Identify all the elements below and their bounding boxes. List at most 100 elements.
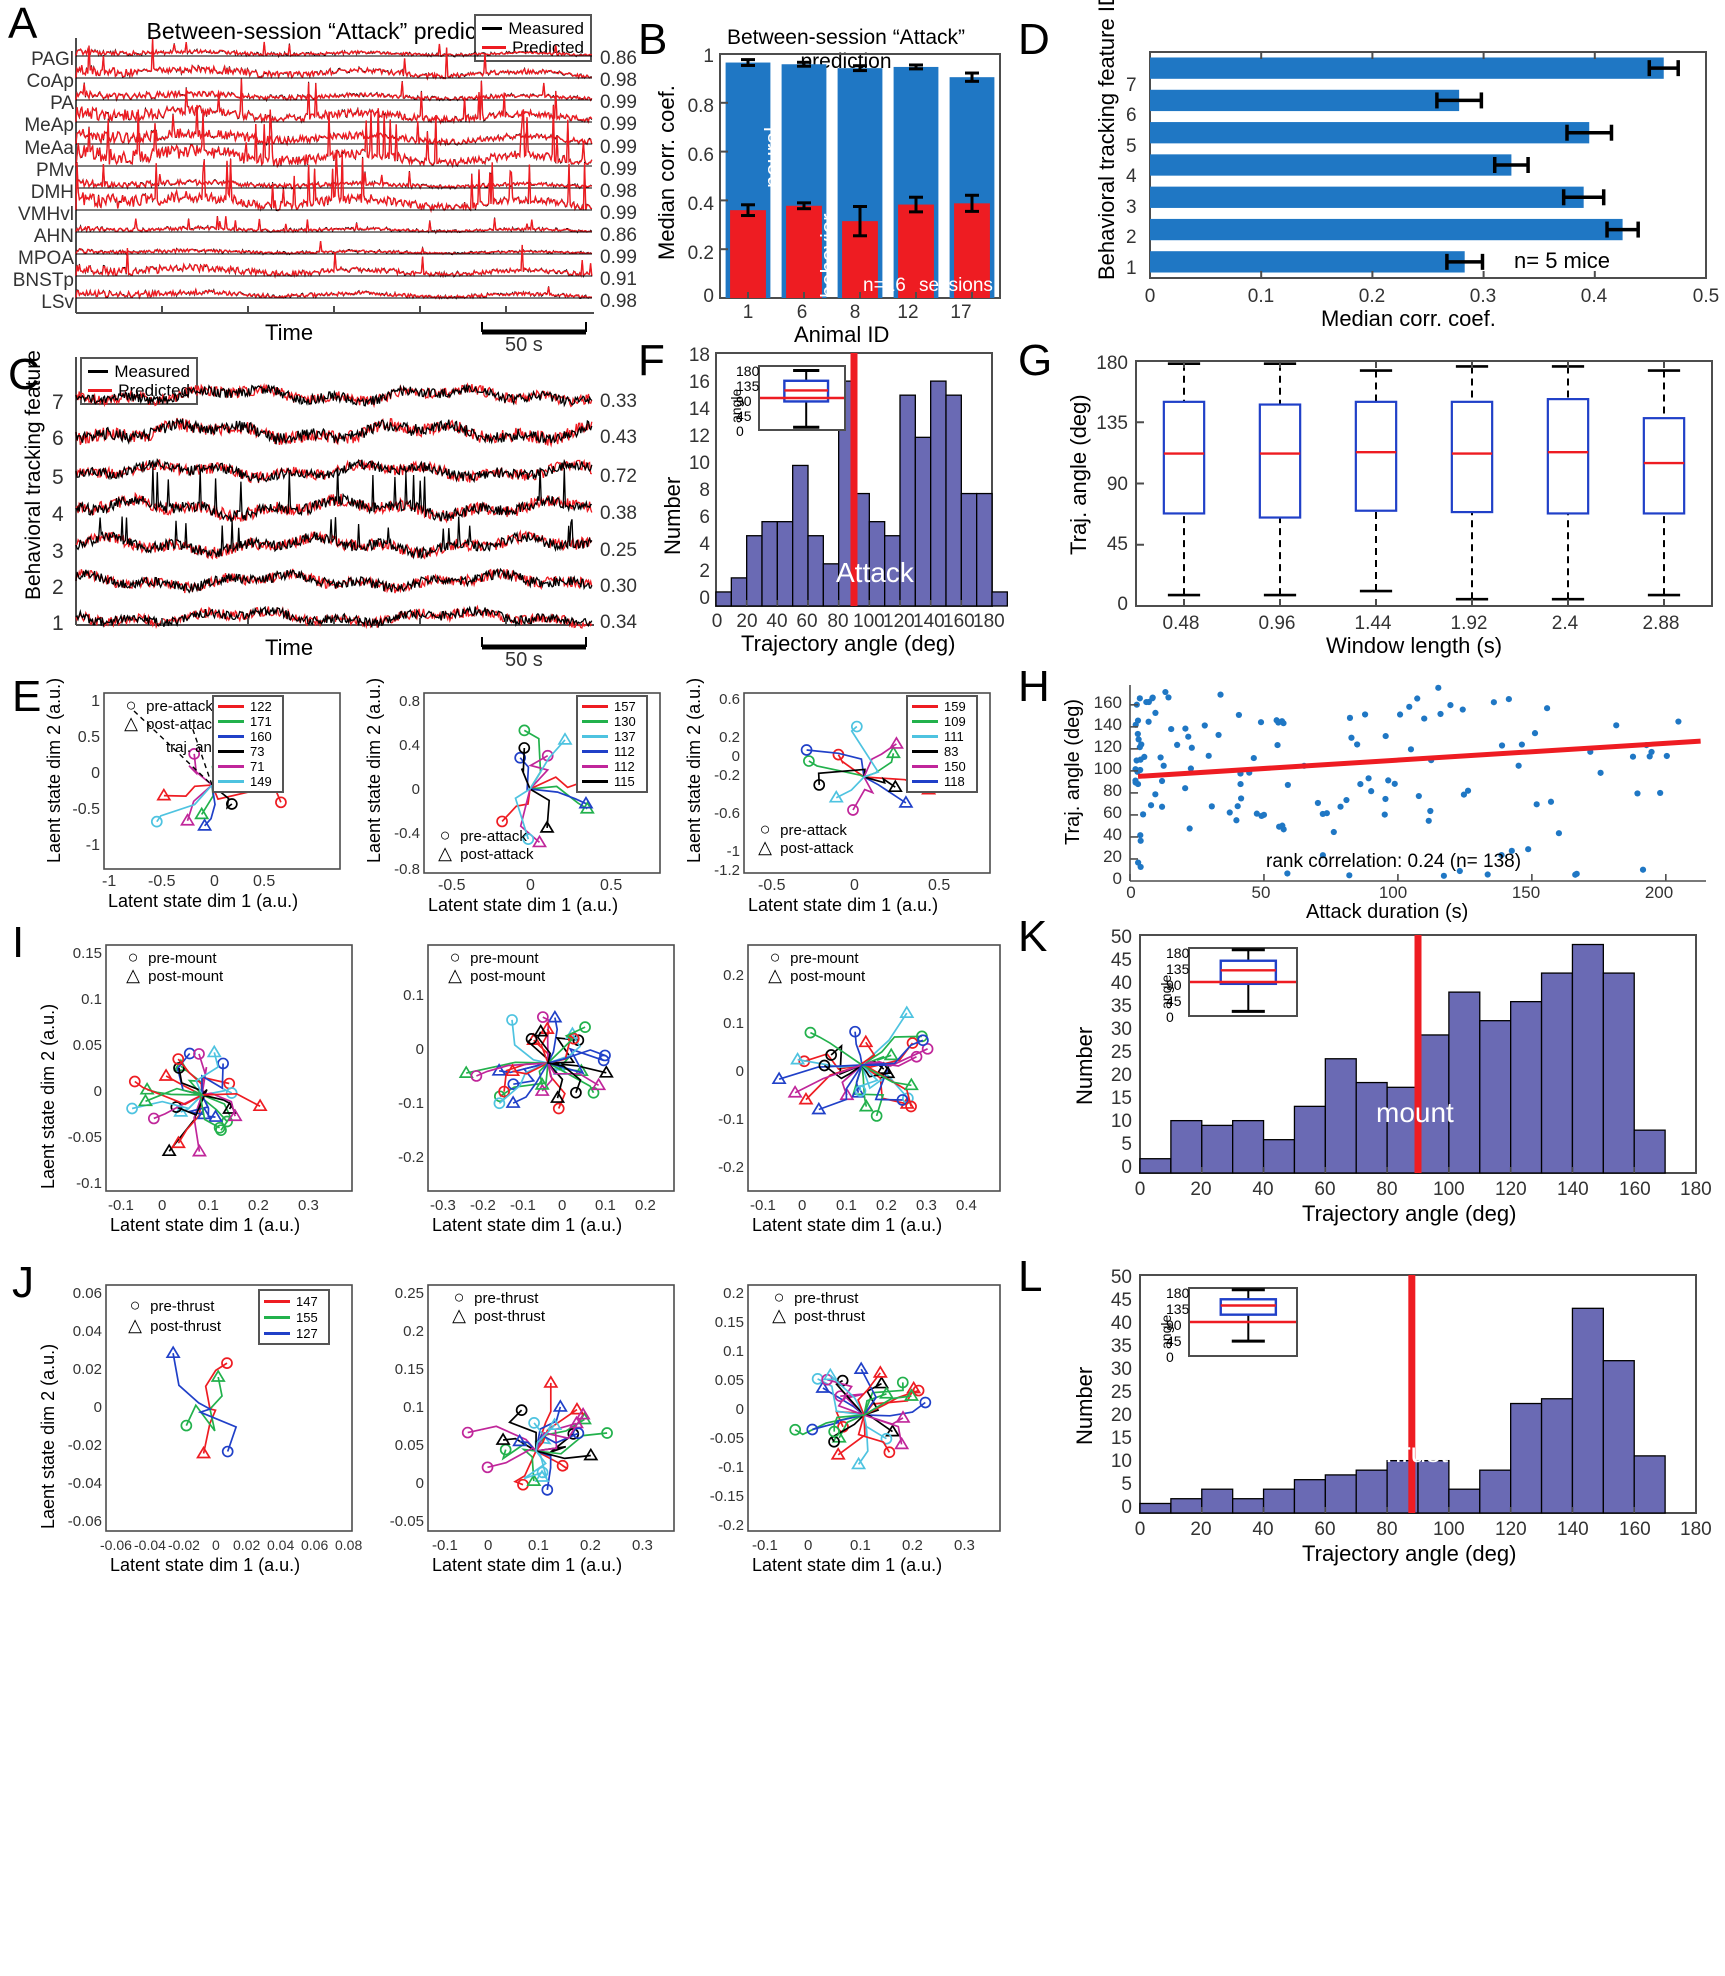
panel-j-sub2: 0.25 0.2 0.15 0.1 0.05 0 -0.05 -0.1 0 0.… [350,1259,675,1579]
x-tick: 8 [849,302,861,323]
legend-label: 118 [944,774,965,789]
y-tick: 0.6 [687,145,714,166]
y-tick: 25 [1110,1382,1132,1403]
x-tick: 0.2 [902,1537,923,1554]
legend-item: 150 [912,759,972,774]
x-tick: 40 [766,611,788,632]
corr-value: 0.72 [600,466,637,487]
panel-k-inset [1188,947,1298,1017]
x-tick: 180 [1680,1179,1712,1200]
marker-legend-post: △ post-attack [754,837,853,858]
x-tick: 0 [558,1197,567,1214]
y-tick: 3 [1126,197,1137,218]
marker-legend-post: △ post-mount [444,965,545,986]
marker-label-post: post-thrust [794,1308,866,1325]
y-tick: 45 [1110,950,1132,971]
panel-i-xlabel: Latent state dim 1 (a.u.) [110,1215,301,1235]
y-tick: -0.1 [76,1175,102,1192]
y-tick: 0.2 [723,1285,744,1302]
x-tick: 100 [853,611,885,632]
inset-y-tick: 180 [1166,1285,1190,1301]
triangle-icon: △ [758,837,772,857]
y-tick: -0.4 [394,825,420,842]
y-tick: 35 [1110,996,1132,1017]
legend-item: 111 [912,729,972,744]
triangle-icon: △ [768,965,782,985]
panel-i-sub3: 0.2 0.1 0 -0.1 -0.2 -0.1 0 0.1 0.2 0.3 0… [670,919,1001,1239]
y-tick: 6 [1126,105,1137,126]
y-tick: 80 [1103,781,1122,800]
panel-b-behavior-label: behavior [816,213,841,298]
y-tick: 20 [1110,1065,1132,1086]
x-tick: 0.1 [836,1197,857,1214]
panel-i-sub2: 0.1 0 -0.1 -0.2 -0.3 -0.2 -0.1 0 0.1 0.2… [350,919,675,1239]
x-tick: 0.4 [956,1197,977,1214]
x-tick: 60 [796,611,818,632]
triangle-icon: △ [438,843,452,863]
panel-e-sub3-plot [743,692,991,874]
panel-f-inset-box [760,368,844,429]
panel-l-xlabel: Trajectory angle (deg) [1302,1541,1517,1566]
y-tick: 0 [731,748,740,765]
x-tick: 140 [1557,1179,1589,1200]
x-tick: 1.92 [1450,613,1488,634]
y-tick: 0 [699,588,710,609]
y-tick: 90 [1106,474,1128,495]
marker-legend-pre: ○ pre-mount [764,947,859,968]
y-tick: 45 [1106,534,1128,555]
feature-label: 3 [52,540,64,563]
y-tick: 140 [1093,715,1122,734]
line-swatch [912,780,938,783]
x-tick: 0.3 [916,1197,937,1214]
region-label: PAGl [31,49,74,70]
inset-y-tick: 90 [1166,977,1182,993]
line-swatch [218,780,244,783]
y-tick: 0.1 [81,991,102,1008]
y-tick: 180 [1096,353,1128,374]
panel-k-histogram [1139,934,1697,1174]
x-tick: 0 [210,873,219,890]
inset-y-tick: 45 [736,408,752,424]
panel-e-sub2-plot [423,692,661,874]
x-tick: 60 [1314,1179,1336,1200]
x-tick: 140 [1557,1519,1589,1540]
circle-icon: ○ [439,825,451,845]
marker-label-post: post-attack [146,716,220,733]
y-tick: 7 [1126,75,1137,96]
panel-b-xlabel: Animal ID [794,322,890,347]
panel-g-label: G [1018,336,1053,385]
marker-label-pre: pre-mount [790,950,859,967]
y-tick: 0 [93,1083,102,1100]
panel-l-inset [1188,1287,1298,1357]
feature-label: 7 [52,391,64,414]
x-tick: 0.5 [928,877,951,894]
region-label: DMH [30,182,74,203]
circle-icon: ○ [127,947,139,967]
panel-e-xlabel: Latent state dim 1 (a.u.) [108,891,299,911]
x-tick: 120 [883,611,915,632]
panel-f-histogram [715,352,1008,607]
panel-l-label: L [1018,1252,1043,1301]
x-tick: 0.96 [1258,613,1296,634]
marker-legend-post: △ post-thrust [768,1305,865,1326]
y-tick: 35 [1110,1336,1132,1357]
y-tick: 25 [1110,1042,1132,1063]
line-swatch [264,1331,290,1335]
x-tick: 100 [1378,883,1408,902]
y-tick: -0.2 [398,1149,424,1166]
marker-legend-post: △ post-mount [122,965,223,986]
x-tick: -0.06 [100,1537,132,1553]
x-tick: 0 [1126,883,1136,902]
y-tick: 0.1 [403,1399,424,1416]
x-tick: 80 [1376,1519,1398,1540]
legend-item: 112 [582,744,642,759]
legend-label: 71 [250,759,265,774]
x-tick: -0.1 [752,1537,778,1554]
y-tick: 0.02 [72,1361,102,1378]
region-label: MeAp [24,115,74,136]
y-tick: 10 [688,453,710,474]
panel-d-xlabel: Median corr. coef. [1321,306,1496,331]
panel-c-traces [75,357,594,630]
panel-a-scalebar-label: 50 s [505,334,543,356]
legend-item: 122 [218,699,278,714]
